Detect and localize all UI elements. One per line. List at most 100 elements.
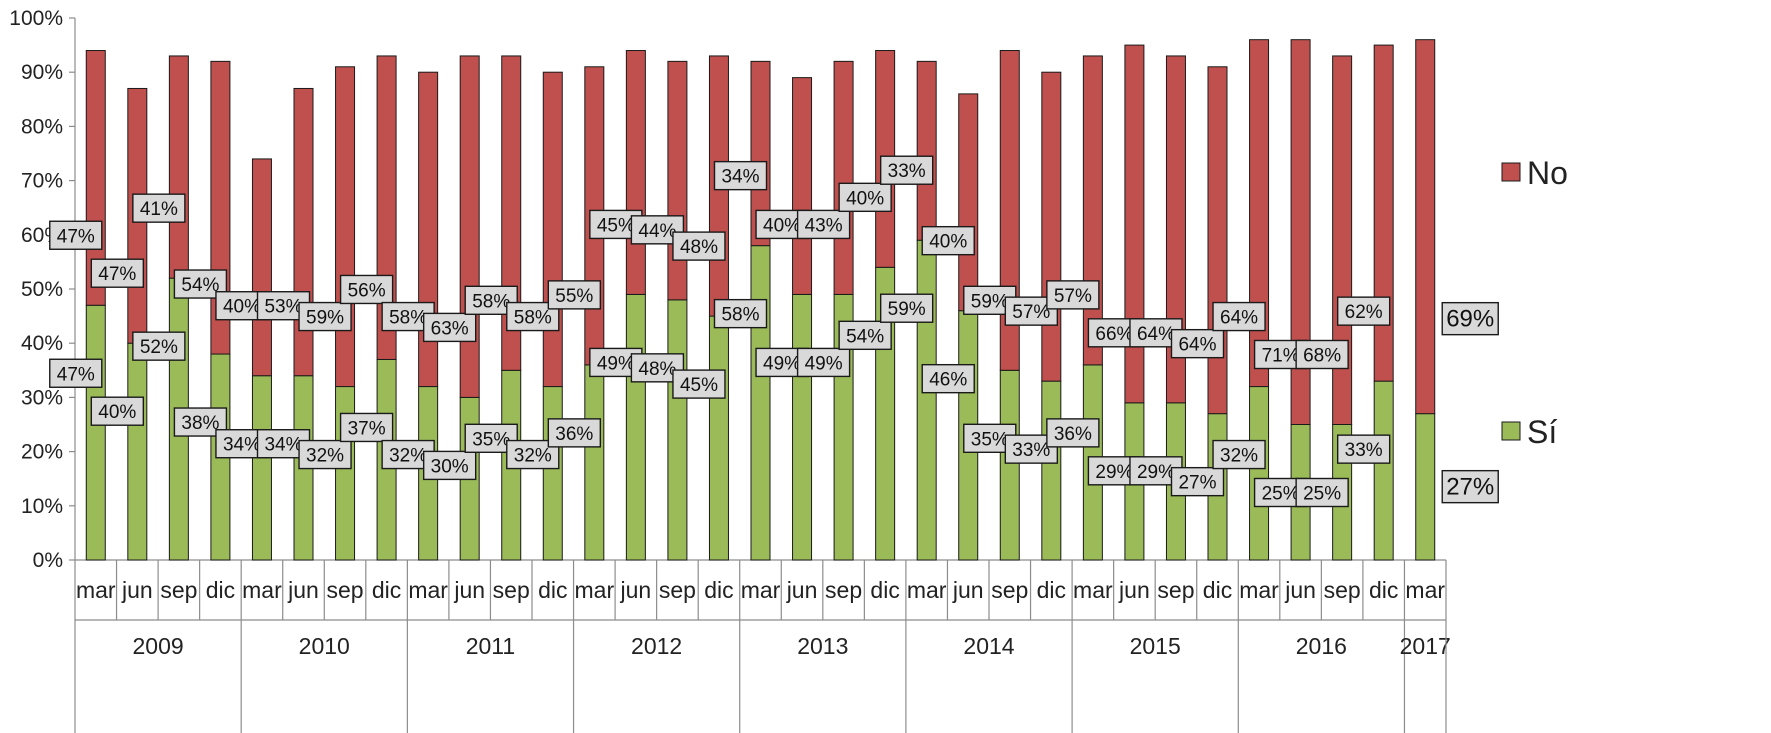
bar-si [1041,380,1062,561]
y-tick-label: 0% [33,549,63,572]
data-label: 46% [929,370,967,391]
y-tick-label: 70% [21,170,63,193]
data-label-box [713,160,768,191]
x-tick-label: sep [326,577,363,603]
bar-no [1165,55,1186,404]
bar-si [251,375,272,561]
x-tick-label: jun [287,577,319,603]
data-label: 34% [721,167,759,188]
data-label: 45% [597,215,635,236]
x-tick-label: mar [907,577,947,603]
year-label: 2011 [466,633,515,659]
bar-no [1415,39,1436,415]
data-label: 71% [1262,346,1300,367]
bar-no [293,87,314,377]
data-label: 36% [555,424,593,445]
data-label: 41% [140,199,178,220]
x-tick-label: sep [825,577,862,603]
bar-no [459,55,480,398]
data-label-box [1170,466,1225,497]
data-label: 34% [223,435,261,456]
data-label: 27% [1446,474,1494,501]
data-label-box [796,347,851,378]
data-label-box [1046,418,1100,448]
data-label: 52% [140,337,178,358]
x-tick-label: mar [1239,577,1279,603]
data-label-box [838,320,892,351]
data-label: 68% [1303,346,1341,367]
y-tick-label: 80% [21,115,63,138]
x-tick-label: sep [493,577,530,603]
data-label: 62% [1345,302,1383,323]
x-tick-label: sep [1157,577,1194,603]
bar-si [335,386,356,561]
data-label: 57% [1054,286,1092,307]
data-label-box [49,220,103,250]
data-label: 56% [348,280,386,301]
data-label: 25% [1303,484,1341,505]
data-label-box [1295,339,1349,370]
data-label-box [90,258,145,288]
data-label-box [339,412,394,443]
data-label: 44% [638,221,676,242]
data-label: 29% [1095,462,1133,483]
data-label-box [796,209,851,240]
bar-no [1207,66,1228,415]
bar-si [916,239,937,561]
bar-si [750,245,771,561]
bar-si [542,386,563,561]
bar-si [667,299,688,561]
data-label: 45% [680,375,718,396]
data-label: 40% [846,188,884,209]
data-label-box [921,225,975,256]
data-label: 40% [98,402,136,423]
data-label: 57% [1012,302,1050,323]
x-tick-label: mar [1405,577,1445,603]
bar-no [916,60,937,241]
data-label: 58% [514,308,552,329]
data-label: 32% [306,446,344,467]
data-label-box [672,369,726,399]
year-label: 2017 [1400,633,1451,659]
data-label: 54% [181,275,219,296]
bar-no [833,60,854,295]
data-label-box [49,358,103,388]
bar-no [1041,71,1062,382]
bar-si [999,369,1020,561]
data-label-box [1441,469,1499,504]
axes: 0%10%20%30%40%50%60%70%80%90%100%mar jun s… [9,7,1451,733]
y-tick-label: 20% [21,441,63,464]
bar-si [1249,386,1270,561]
data-label: 49% [597,353,635,374]
year-label: 2009 [133,633,184,659]
data-label-box [422,312,477,343]
data-label-box [339,274,394,305]
bar-no [792,77,813,295]
y-tick-label: 100% [9,7,63,30]
year-label: 2014 [963,633,1014,659]
bar-no [251,158,272,377]
data-label: 32% [514,446,552,467]
x-tick-label: sep [160,577,197,603]
data-label: 55% [555,286,593,307]
data-label-box [879,293,934,323]
y-tick-label: 40% [21,332,63,355]
bar-si [1373,380,1394,561]
y-tick-label: 90% [21,61,63,84]
data-label: 47% [57,364,95,385]
bar-no [1124,44,1145,404]
data-label: 63% [431,318,469,339]
legend-label: No [1527,155,1568,191]
data-label: 49% [763,353,801,374]
data-label: 48% [638,359,676,380]
data-label-box [1441,301,1499,336]
x-tick-label: dic [1203,577,1232,603]
bar-no [335,66,356,388]
data-label: 32% [389,446,427,467]
x-tick-label: sep [659,577,696,603]
data-label-box [132,331,186,361]
data-label: 69% [1446,306,1494,333]
year-label: 2010 [299,633,350,659]
bar-si [85,304,106,561]
data-label: 58% [472,291,510,312]
